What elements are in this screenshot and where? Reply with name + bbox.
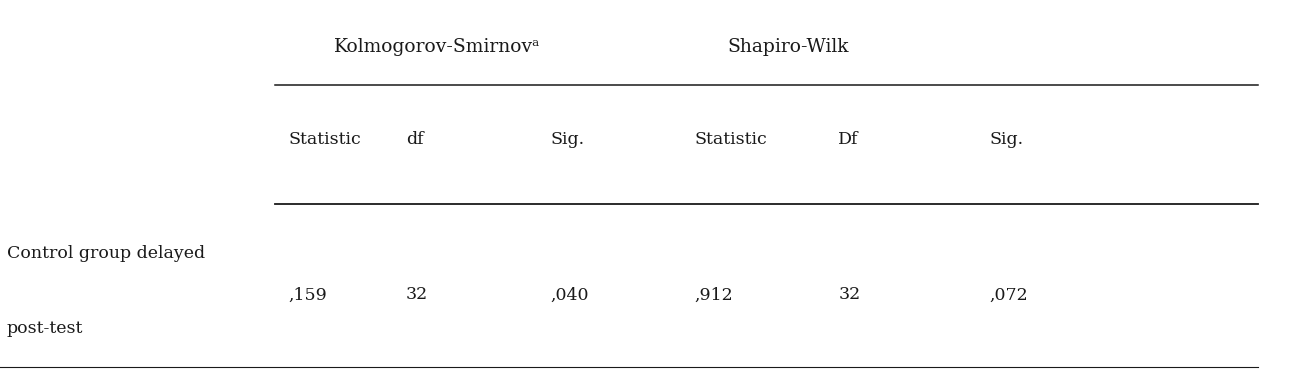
Text: Control group delayed: Control group delayed bbox=[7, 245, 204, 262]
Text: 32: 32 bbox=[838, 287, 861, 303]
Text: ,159: ,159 bbox=[288, 287, 328, 303]
Text: 32: 32 bbox=[406, 287, 428, 303]
Text: ,072: ,072 bbox=[989, 287, 1028, 303]
Text: Shapiro-Wilk: Shapiro-Wilk bbox=[727, 38, 849, 56]
Text: df: df bbox=[406, 132, 423, 148]
Text: Statistic: Statistic bbox=[694, 132, 768, 148]
Text: ,912: ,912 bbox=[694, 287, 734, 303]
Text: Sig.: Sig. bbox=[989, 132, 1023, 148]
Text: Sig.: Sig. bbox=[550, 132, 584, 148]
Text: Statistic: Statistic bbox=[288, 132, 362, 148]
Text: ,040: ,040 bbox=[550, 287, 588, 303]
Text: post-test: post-test bbox=[7, 321, 83, 337]
Text: Df: Df bbox=[838, 132, 859, 148]
Text: Kolmogorov-Smirnovᵃ: Kolmogorov-Smirnovᵃ bbox=[334, 38, 541, 56]
